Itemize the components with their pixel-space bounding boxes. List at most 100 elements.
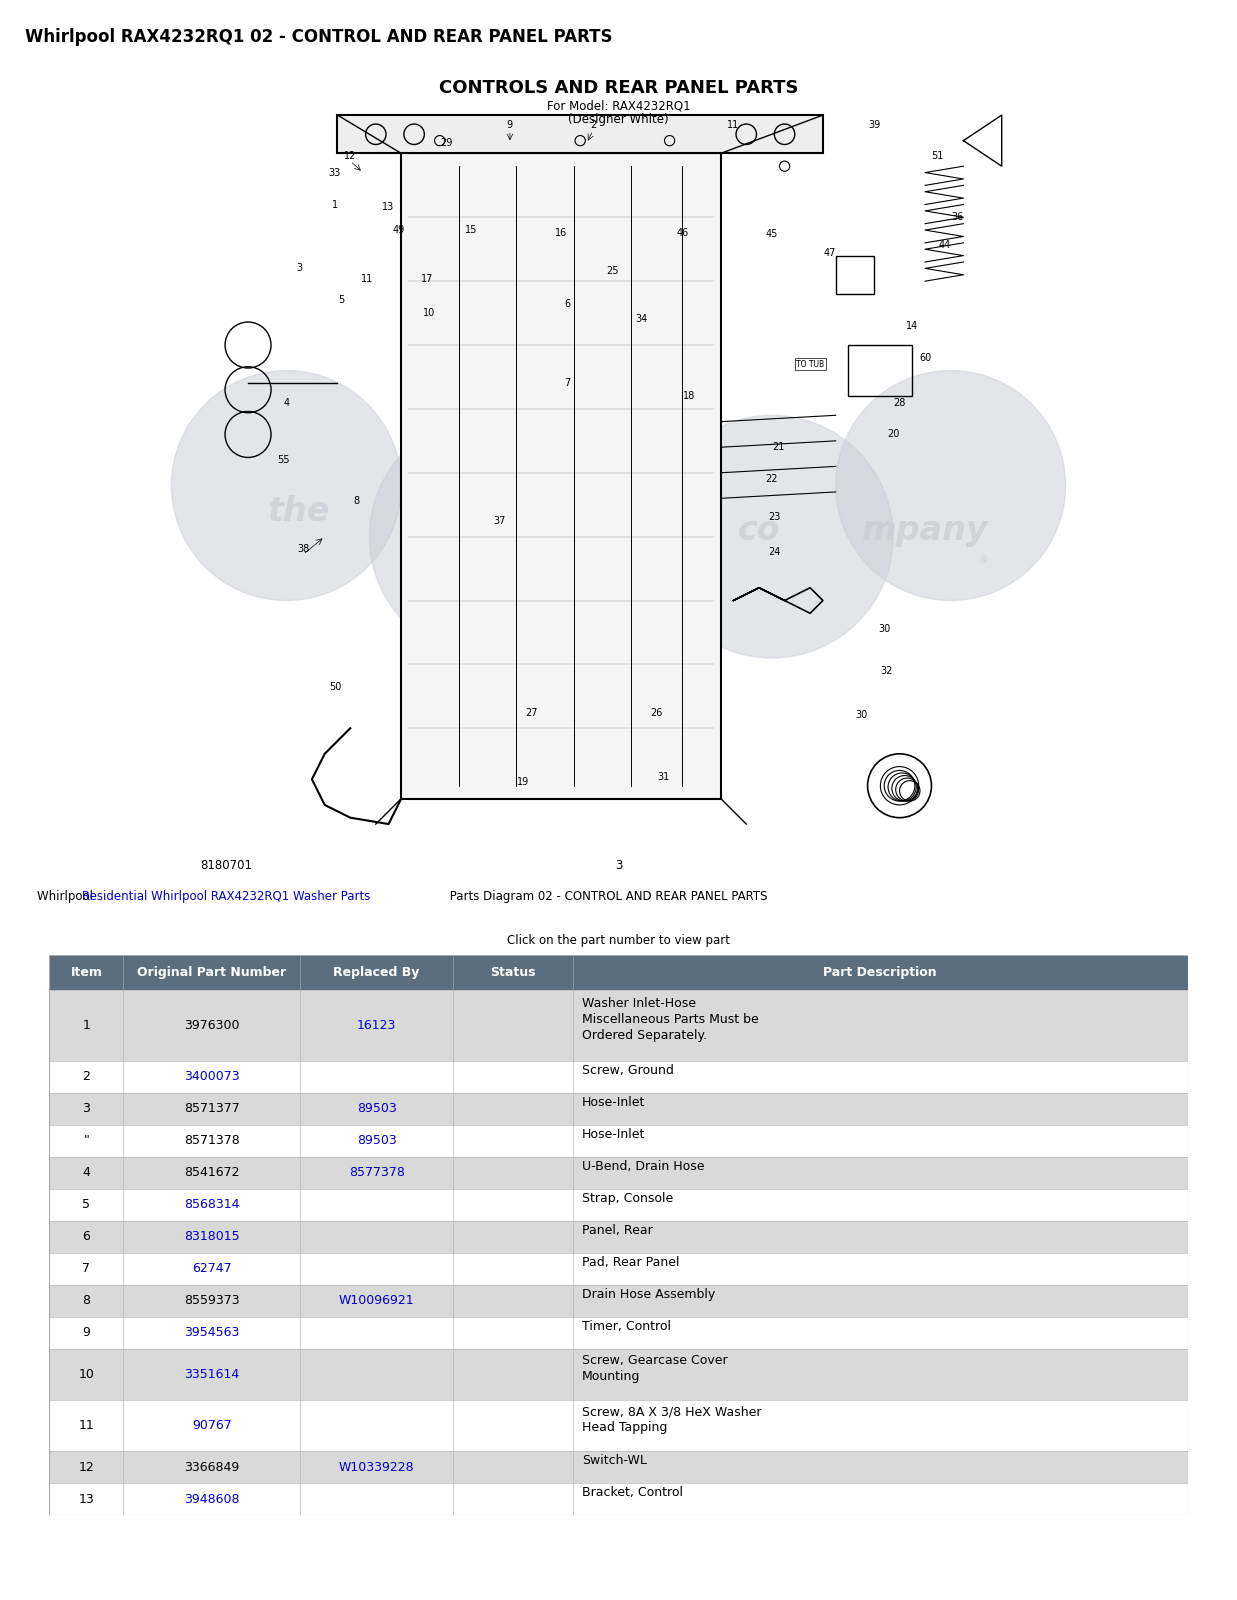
Circle shape (370, 416, 612, 658)
Text: 12: 12 (344, 150, 356, 162)
Text: (Designer White): (Designer White) (568, 112, 669, 125)
Text: 89503: 89503 (356, 1134, 397, 1147)
Circle shape (836, 371, 1065, 600)
Text: 31: 31 (657, 771, 669, 782)
Text: 17: 17 (421, 274, 433, 283)
Text: 2: 2 (590, 120, 596, 130)
Text: 8559373: 8559373 (184, 1294, 240, 1307)
Text: 9: 9 (83, 1326, 90, 1339)
Text: Parts Diagram 02 - CONTROL AND REAR PANEL PARTS: Parts Diagram 02 - CONTROL AND REAR PANE… (447, 890, 768, 902)
Text: 8: 8 (83, 1294, 90, 1307)
Text: 11: 11 (361, 274, 374, 283)
Text: ": " (84, 1134, 89, 1147)
Text: 8571378: 8571378 (184, 1134, 240, 1147)
Text: 9: 9 (507, 120, 513, 130)
Text: 5: 5 (83, 1198, 90, 1211)
Text: 10: 10 (78, 1368, 94, 1381)
Text: 6: 6 (83, 1230, 90, 1243)
Text: 47: 47 (823, 248, 835, 258)
Bar (49, 1125, 1188, 1157)
Text: 20: 20 (887, 429, 899, 440)
Text: 33: 33 (329, 168, 341, 178)
Text: 1: 1 (83, 1019, 90, 1032)
Text: laundry: laundry (458, 514, 601, 547)
Text: 8577378: 8577378 (349, 1166, 404, 1179)
Text: CONTROLS AND REAR PANEL PARTS: CONTROLS AND REAR PANEL PARTS (439, 80, 798, 98)
Text: the: the (268, 494, 330, 528)
Text: 3: 3 (615, 859, 622, 872)
Circle shape (172, 371, 401, 600)
Text: 8571377: 8571377 (184, 1102, 240, 1115)
Text: 11: 11 (727, 120, 740, 130)
Text: Part Description: Part Description (824, 966, 938, 979)
Text: Screw, Gearcase Cover
Mounting: Screw, Gearcase Cover Mounting (583, 1354, 727, 1382)
Text: 38: 38 (297, 544, 309, 555)
Text: Whirlpool RAX4232RQ1 02 - CONTROL AND REAR PANEL PARTS: Whirlpool RAX4232RQ1 02 - CONTROL AND RE… (25, 27, 612, 46)
Text: 3366849: 3366849 (184, 1461, 239, 1474)
Text: 3400073: 3400073 (184, 1070, 240, 1083)
Text: 39: 39 (868, 120, 880, 130)
Text: 24: 24 (768, 547, 781, 557)
Text: 34: 34 (636, 315, 648, 325)
Text: 13: 13 (79, 1493, 94, 1506)
Text: 32: 32 (881, 666, 893, 675)
Text: 2: 2 (83, 1070, 90, 1083)
Text: Residential Whirlpool RAX4232RQ1 Washer Parts: Residential Whirlpool RAX4232RQ1 Washer … (82, 890, 370, 902)
Text: 3976300: 3976300 (184, 1019, 240, 1032)
Text: Timer, Control: Timer, Control (583, 1320, 672, 1333)
Bar (49, 1400, 1188, 1451)
Bar (49, 1189, 1188, 1221)
Text: Panel, Rear: Panel, Rear (583, 1224, 653, 1237)
Text: ®: ® (977, 555, 988, 565)
Text: 28: 28 (893, 397, 905, 408)
Bar (49, 1317, 1188, 1349)
Text: 19: 19 (517, 778, 529, 787)
Text: U-Bend, Drain Hose: U-Bend, Drain Hose (583, 1160, 705, 1173)
Text: 26: 26 (651, 707, 663, 718)
Bar (836, 256, 875, 294)
Text: 16123: 16123 (357, 1019, 396, 1032)
Bar (49, 1253, 1188, 1285)
Text: Replaced By: Replaced By (334, 966, 419, 979)
Text: 7: 7 (564, 378, 570, 389)
Text: TO TUB: TO TUB (797, 360, 824, 368)
Text: 23: 23 (768, 512, 781, 523)
Text: mpany: mpany (862, 514, 988, 547)
Text: Drain Hose Assembly: Drain Hose Assembly (583, 1288, 715, 1301)
Text: 3954563: 3954563 (184, 1326, 239, 1339)
Text: 12: 12 (79, 1461, 94, 1474)
Text: W10339228: W10339228 (339, 1461, 414, 1474)
Text: Original Part Number: Original Part Number (137, 966, 286, 979)
Text: 50: 50 (329, 682, 341, 693)
Text: 62747: 62747 (192, 1262, 231, 1275)
Text: 21: 21 (772, 442, 784, 453)
Bar (49, 1451, 1188, 1483)
Text: Item: Item (71, 966, 103, 979)
Bar (49, 1483, 1188, 1515)
Text: 55: 55 (277, 454, 289, 466)
Text: 22: 22 (766, 474, 778, 485)
Text: Hose-Inlet: Hose-Inlet (583, 1128, 646, 1141)
Text: 14: 14 (907, 322, 918, 331)
Text: 5: 5 (338, 296, 344, 306)
Text: 37: 37 (494, 517, 506, 526)
Text: 60: 60 (919, 354, 931, 363)
Text: 16: 16 (555, 227, 567, 238)
Text: Whirlpool: Whirlpool (37, 890, 96, 902)
Text: 51: 51 (931, 150, 944, 162)
Text: 30: 30 (878, 624, 891, 634)
Text: 8318015: 8318015 (184, 1230, 240, 1243)
Text: Status: Status (491, 966, 536, 979)
Bar (49, 1093, 1188, 1125)
Text: 8541672: 8541672 (184, 1166, 240, 1179)
Text: 27: 27 (526, 707, 538, 718)
Text: Pad, Rear Panel: Pad, Rear Panel (583, 1256, 679, 1269)
Bar (49, 1349, 1188, 1400)
Bar (49, 1061, 1188, 1093)
Text: 3: 3 (296, 264, 302, 274)
Text: 49: 49 (392, 226, 404, 235)
Text: 3948608: 3948608 (184, 1493, 240, 1506)
Bar (401, 154, 721, 798)
Text: Strap, Console: Strap, Console (583, 1192, 673, 1205)
Circle shape (651, 416, 893, 658)
